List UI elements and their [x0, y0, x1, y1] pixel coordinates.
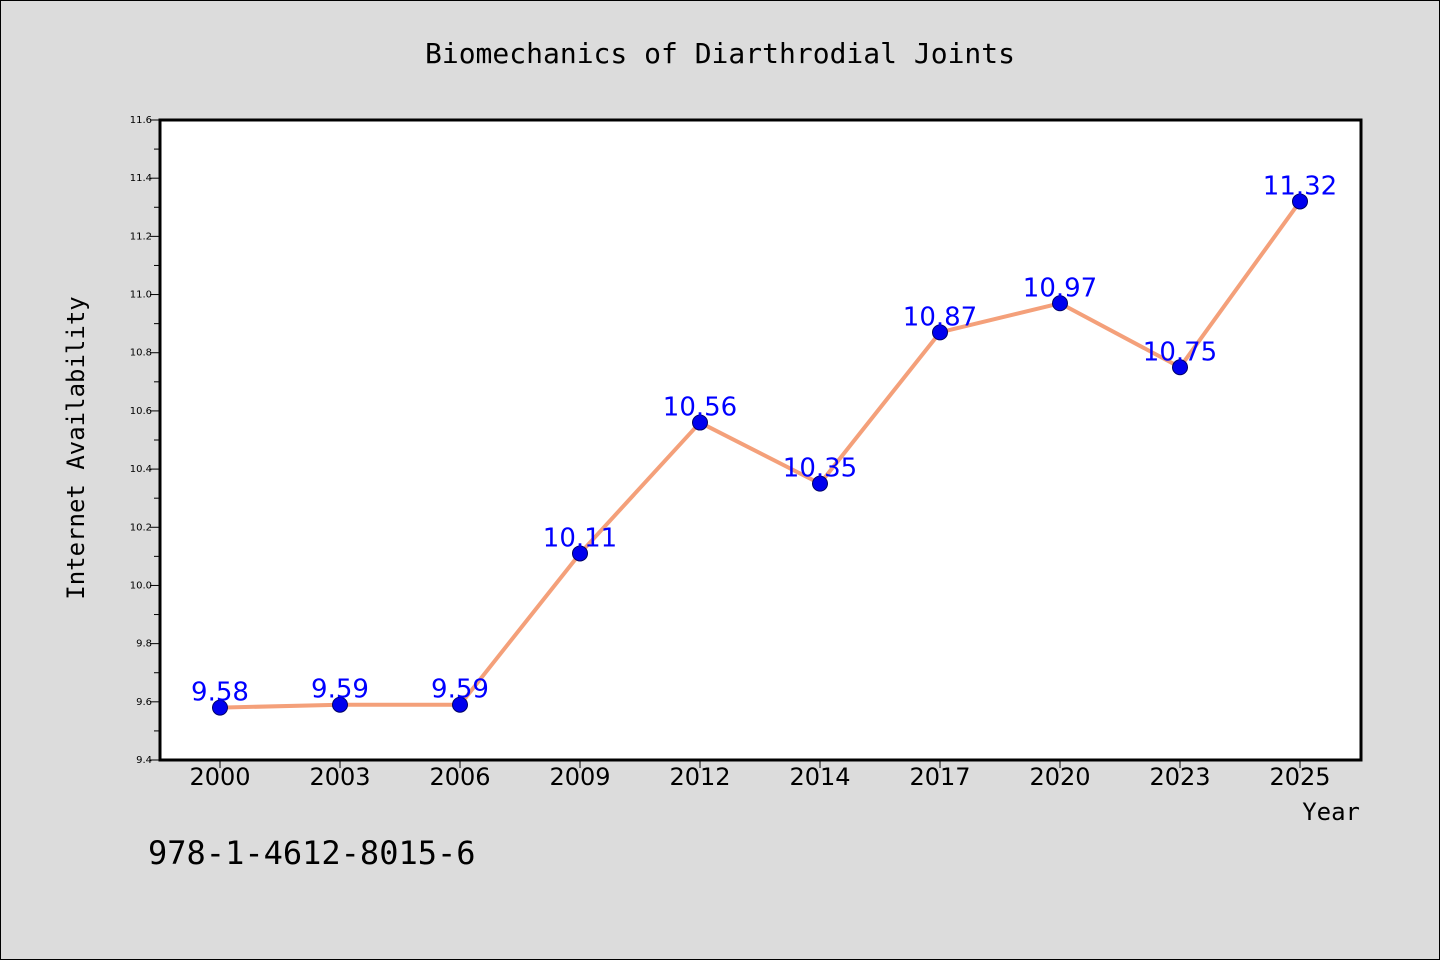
data-label: 10.75: [1143, 337, 1217, 367]
x-tick-label: 2006: [429, 763, 490, 791]
x-axis-label: Year: [1302, 798, 1360, 826]
data-label: 10.87: [903, 302, 977, 332]
x-tick-label: 2023: [1149, 763, 1210, 791]
plot-area: [160, 120, 1361, 760]
data-label: 9.59: [311, 675, 369, 705]
y-tick-label: 11.6: [130, 115, 152, 126]
data-label: 10.56: [663, 393, 737, 423]
data-label: 9.58: [191, 678, 249, 708]
data-label: 10.11: [543, 523, 617, 553]
data-point: [1292, 193, 1308, 210]
data-point: [932, 324, 948, 341]
y-tick-label: 10.8: [130, 348, 152, 359]
data-point: [1172, 359, 1188, 376]
data-point: [692, 414, 708, 431]
x-tick-label: 2003: [309, 763, 370, 791]
y-axis-label: Internet Availability: [62, 296, 90, 599]
x-tick-label: 2017: [909, 763, 970, 791]
x-axis-ticks: 2000 2003 2006 2009 2012 2014 2017 2020 2023 2025: [189, 760, 1331, 791]
data-labels: 9.58 9.59 9.59 10.11 10.56 10.35 10.87 10.97 10.…: [191, 171, 1337, 707]
data-point: [212, 699, 228, 716]
y-tick-label: 11.2: [130, 231, 152, 242]
x-tick-label: 2012: [669, 763, 730, 791]
x-tick-label: 2025: [1269, 763, 1330, 791]
data-label: 10.35: [783, 454, 857, 484]
y-tick-label: 10.4: [130, 464, 152, 475]
data-markers: [212, 193, 1308, 716]
data-point: [1052, 295, 1068, 312]
y-tick-label: 10.6: [130, 406, 152, 417]
data-label: 10.97: [1023, 273, 1097, 303]
y-tick-label: 9.6: [136, 697, 152, 708]
x-tick-label: 2009: [549, 763, 610, 791]
y-tick-label: 11.0: [130, 290, 152, 301]
y-tick-label: 9.4: [136, 755, 152, 766]
data-point: [572, 545, 588, 562]
data-point: [812, 475, 828, 492]
isbn-text: 978-1-4612-8015-6: [148, 834, 476, 872]
y-tick-label: 9.8: [136, 639, 152, 650]
data-point: [332, 696, 348, 713]
y-tick-label: 11.4: [130, 173, 152, 184]
data-point: [452, 696, 468, 713]
data-label: 9.59: [431, 675, 489, 705]
x-tick-label: 2020: [1029, 763, 1090, 791]
data-label: 11.32: [1263, 171, 1337, 201]
y-tick-label: 10.2: [130, 522, 152, 533]
x-tick-label: 2000: [189, 763, 250, 791]
chart-title: Biomechanics of Diarthrodial Joints: [425, 37, 1015, 70]
y-axis-ticks: 9.4 9.6 9.8 10.0 10.2 10.4 10.6 10.8 11.0 11.2 11.…: [130, 115, 160, 766]
plot-border: [158, 118, 1363, 762]
y-tick-label: 10.0: [130, 580, 152, 591]
x-tick-label: 2014: [789, 763, 850, 791]
series-line: [219, 200, 1302, 710]
